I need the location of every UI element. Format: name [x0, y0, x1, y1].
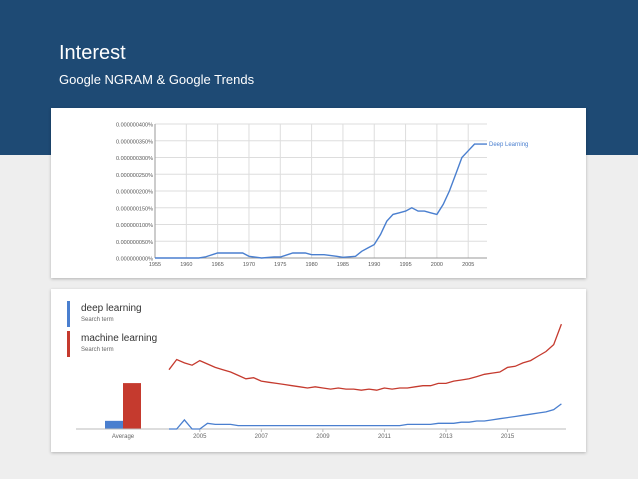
x-tick-label: 1985 [337, 262, 349, 268]
slide-subtitle: Google NGRAM & Google Trends [59, 72, 255, 87]
x-tick-label: 1980 [305, 262, 317, 268]
trends-chart: deep learning Search term machine learning… [67, 301, 566, 440]
y-tick-label: 0.000000350% [116, 139, 153, 145]
x-tick-label: 2015 [501, 434, 515, 440]
x-tick-label: 2007 [255, 434, 269, 440]
average-label: Average [112, 434, 135, 440]
legend-term: machine learning [81, 333, 157, 344]
legend-sub: Search term [81, 317, 114, 323]
x-tick-label: 1990 [368, 262, 380, 268]
y-tick-label: 0.000000100% [116, 223, 153, 229]
x-tick-label: 1975 [274, 262, 286, 268]
average-bar-deep-learning [105, 420, 123, 429]
slide-title: Interest [59, 42, 126, 64]
series-line-machine-learning [168, 323, 563, 391]
y-tick-label: 0.000000150% [116, 206, 153, 212]
y-tick-label: 0.000000200% [116, 190, 153, 196]
ngram-chart-panel: 0.000000000% 0.000000050% 0.000000100% 0.00… [51, 108, 586, 278]
y-tick-label: 0.000000300% [116, 156, 153, 162]
legend-swatch [67, 331, 70, 357]
y-tick-label: 0.000000050% [116, 240, 153, 246]
legend-swatch [67, 301, 70, 327]
series-line-deep-learning [169, 403, 562, 430]
x-tick-label: 1955 [149, 262, 161, 268]
x-tick-label: 1970 [243, 262, 255, 268]
x-tick-label: 2011 [378, 434, 392, 440]
legend-term: deep learning [81, 303, 142, 314]
x-tick-label: 2000 [431, 262, 443, 268]
y-tick-label: 0.000000250% [116, 173, 153, 179]
ngram-chart: 0.000000000% 0.000000050% 0.000000100% 0.00… [116, 123, 528, 269]
y-tick-label: 0.000000000% [116, 257, 153, 263]
x-tick-label: 1960 [180, 262, 192, 268]
x-tick-label: 2005 [462, 262, 474, 268]
y-tick-label: 0.000000400% [116, 123, 153, 129]
x-tick-label: 2013 [439, 434, 453, 440]
average-bar-machine-learning [123, 383, 141, 429]
x-tick-label: 2009 [316, 434, 330, 440]
x-tick-label: 2005 [193, 434, 207, 440]
legend-sub: Search term [81, 347, 114, 353]
series-label-deep-learning: Deep Learning [489, 142, 528, 148]
x-tick-label: 1965 [212, 262, 224, 268]
x-tick-label: 1995 [399, 262, 411, 268]
trends-chart-panel: deep learning Search term machine learning… [51, 289, 586, 452]
series-line-deep-learning [155, 143, 487, 259]
